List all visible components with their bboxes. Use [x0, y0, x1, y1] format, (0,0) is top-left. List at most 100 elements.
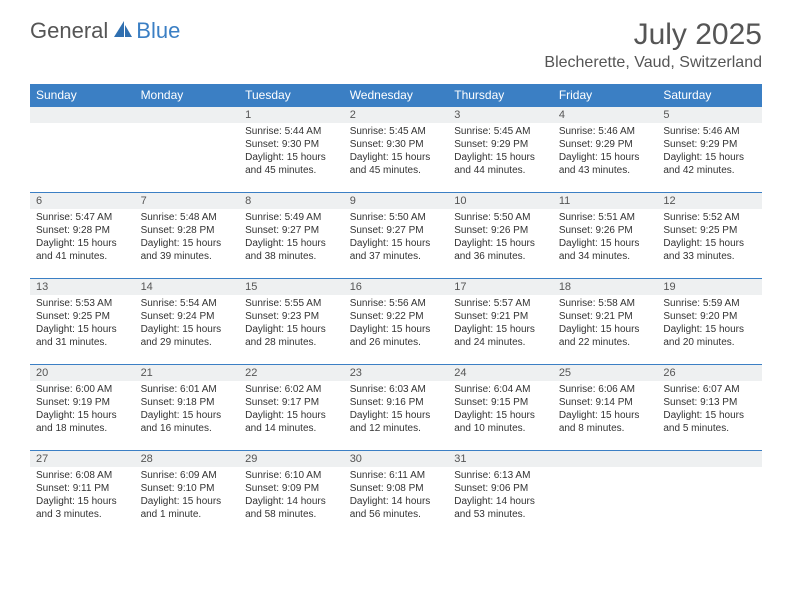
- calendar-cell: 5Sunrise: 5:46 AMSunset: 9:29 PMDaylight…: [657, 107, 762, 193]
- daylight-line: Daylight: 15 hours and 5 minutes.: [663, 409, 756, 435]
- calendar-cell: [657, 451, 762, 537]
- calendar-cell: [30, 107, 135, 193]
- daylight-line: Daylight: 15 hours and 45 minutes.: [245, 151, 338, 177]
- sunrise-line: Sunrise: 5:59 AM: [663, 297, 756, 310]
- sunrise-line: Sunrise: 6:04 AM: [454, 383, 547, 396]
- day-number: 22: [239, 365, 344, 381]
- day-number: 10: [448, 193, 553, 209]
- day-number: 2: [344, 107, 449, 123]
- day-details: Sunrise: 5:48 AMSunset: 9:28 PMDaylight:…: [135, 209, 240, 267]
- day-number: 1: [239, 107, 344, 123]
- day-header-friday: Friday: [553, 84, 658, 107]
- sunrise-line: Sunrise: 6:08 AM: [36, 469, 129, 482]
- sunrise-line: Sunrise: 6:03 AM: [350, 383, 443, 396]
- day-details: Sunrise: 5:50 AMSunset: 9:27 PMDaylight:…: [344, 209, 449, 267]
- daylight-line: Daylight: 15 hours and 45 minutes.: [350, 151, 443, 177]
- sunset-line: Sunset: 9:28 PM: [141, 224, 234, 237]
- daylight-line: Daylight: 15 hours and 38 minutes.: [245, 237, 338, 263]
- day-number: 16: [344, 279, 449, 295]
- sunset-line: Sunset: 9:22 PM: [350, 310, 443, 323]
- day-details: Sunrise: 6:07 AMSunset: 9:13 PMDaylight:…: [657, 381, 762, 439]
- daylight-line: Daylight: 15 hours and 42 minutes.: [663, 151, 756, 177]
- sunset-line: Sunset: 9:23 PM: [245, 310, 338, 323]
- sunrise-line: Sunrise: 5:45 AM: [454, 125, 547, 138]
- day-details: Sunrise: 5:51 AMSunset: 9:26 PMDaylight:…: [553, 209, 658, 267]
- day-details: Sunrise: 5:58 AMSunset: 9:21 PMDaylight:…: [553, 295, 658, 353]
- day-details: Sunrise: 6:11 AMSunset: 9:08 PMDaylight:…: [344, 467, 449, 525]
- day-number: [135, 107, 240, 123]
- sunset-line: Sunset: 9:27 PM: [245, 224, 338, 237]
- header: General Blue July 2025 Blecherette, Vaud…: [0, 0, 792, 78]
- day-details: Sunrise: 6:06 AMSunset: 9:14 PMDaylight:…: [553, 381, 658, 439]
- day-number: 30: [344, 451, 449, 467]
- month-title: July 2025: [544, 18, 762, 52]
- day-number: 18: [553, 279, 658, 295]
- calendar-cell: 30Sunrise: 6:11 AMSunset: 9:08 PMDayligh…: [344, 451, 449, 537]
- sunrise-line: Sunrise: 5:47 AM: [36, 211, 129, 224]
- sunrise-line: Sunrise: 6:02 AM: [245, 383, 338, 396]
- sunrise-line: Sunrise: 6:07 AM: [663, 383, 756, 396]
- sunrise-line: Sunrise: 6:09 AM: [141, 469, 234, 482]
- day-details: Sunrise: 5:52 AMSunset: 9:25 PMDaylight:…: [657, 209, 762, 267]
- daylight-line: Daylight: 14 hours and 58 minutes.: [245, 495, 338, 521]
- calendar-cell: 29Sunrise: 6:10 AMSunset: 9:09 PMDayligh…: [239, 451, 344, 537]
- sunset-line: Sunset: 9:26 PM: [559, 224, 652, 237]
- week-row: 1Sunrise: 5:44 AMSunset: 9:30 PMDaylight…: [30, 107, 762, 193]
- daylight-line: Daylight: 15 hours and 29 minutes.: [141, 323, 234, 349]
- day-number: 25: [553, 365, 658, 381]
- calendar-cell: 4Sunrise: 5:46 AMSunset: 9:29 PMDaylight…: [553, 107, 658, 193]
- logo: General Blue: [30, 18, 180, 44]
- title-block: July 2025 Blecherette, Vaud, Switzerland: [544, 18, 762, 72]
- calendar-cell: 11Sunrise: 5:51 AMSunset: 9:26 PMDayligh…: [553, 193, 658, 279]
- daylight-line: Daylight: 15 hours and 41 minutes.: [36, 237, 129, 263]
- calendar-cell: 22Sunrise: 6:02 AMSunset: 9:17 PMDayligh…: [239, 365, 344, 451]
- calendar-cell: 20Sunrise: 6:00 AMSunset: 9:19 PMDayligh…: [30, 365, 135, 451]
- calendar-cell: 31Sunrise: 6:13 AMSunset: 9:06 PMDayligh…: [448, 451, 553, 537]
- sunset-line: Sunset: 9:29 PM: [559, 138, 652, 151]
- day-header-row: SundayMondayTuesdayWednesdayThursdayFrid…: [30, 84, 762, 107]
- daylight-line: Daylight: 14 hours and 53 minutes.: [454, 495, 547, 521]
- day-number: 20: [30, 365, 135, 381]
- daylight-line: Daylight: 15 hours and 8 minutes.: [559, 409, 652, 435]
- sunrise-line: Sunrise: 6:01 AM: [141, 383, 234, 396]
- day-header-tuesday: Tuesday: [239, 84, 344, 107]
- calendar-cell: 16Sunrise: 5:56 AMSunset: 9:22 PMDayligh…: [344, 279, 449, 365]
- day-header-sunday: Sunday: [30, 84, 135, 107]
- sunrise-line: Sunrise: 6:06 AM: [559, 383, 652, 396]
- sunset-line: Sunset: 9:21 PM: [454, 310, 547, 323]
- sunset-line: Sunset: 9:11 PM: [36, 482, 129, 495]
- calendar-cell: 17Sunrise: 5:57 AMSunset: 9:21 PMDayligh…: [448, 279, 553, 365]
- sunset-line: Sunset: 9:13 PM: [663, 396, 756, 409]
- calendar-cell: 10Sunrise: 5:50 AMSunset: 9:26 PMDayligh…: [448, 193, 553, 279]
- daylight-line: Daylight: 15 hours and 37 minutes.: [350, 237, 443, 263]
- day-number: 3: [448, 107, 553, 123]
- daylight-line: Daylight: 15 hours and 43 minutes.: [559, 151, 652, 177]
- day-details: Sunrise: 5:57 AMSunset: 9:21 PMDaylight:…: [448, 295, 553, 353]
- calendar-cell: 13Sunrise: 5:53 AMSunset: 9:25 PMDayligh…: [30, 279, 135, 365]
- day-number: 19: [657, 279, 762, 295]
- day-details: Sunrise: 5:47 AMSunset: 9:28 PMDaylight:…: [30, 209, 135, 267]
- day-number: 15: [239, 279, 344, 295]
- sunset-line: Sunset: 9:30 PM: [245, 138, 338, 151]
- sunset-line: Sunset: 9:06 PM: [454, 482, 547, 495]
- daylight-line: Daylight: 15 hours and 22 minutes.: [559, 323, 652, 349]
- sunrise-line: Sunrise: 5:54 AM: [141, 297, 234, 310]
- logo-text-blue: Blue: [136, 18, 180, 44]
- sunset-line: Sunset: 9:29 PM: [663, 138, 756, 151]
- calendar-cell: 26Sunrise: 6:07 AMSunset: 9:13 PMDayligh…: [657, 365, 762, 451]
- sunset-line: Sunset: 9:28 PM: [36, 224, 129, 237]
- day-details: Sunrise: 5:46 AMSunset: 9:29 PMDaylight:…: [553, 123, 658, 181]
- calendar-cell: 3Sunrise: 5:45 AMSunset: 9:29 PMDaylight…: [448, 107, 553, 193]
- sunrise-line: Sunrise: 5:52 AM: [663, 211, 756, 224]
- sunset-line: Sunset: 9:20 PM: [663, 310, 756, 323]
- day-number: 17: [448, 279, 553, 295]
- calendar-cell: 15Sunrise: 5:55 AMSunset: 9:23 PMDayligh…: [239, 279, 344, 365]
- calendar-cell: 12Sunrise: 5:52 AMSunset: 9:25 PMDayligh…: [657, 193, 762, 279]
- daylight-line: Daylight: 15 hours and 14 minutes.: [245, 409, 338, 435]
- daylight-line: Daylight: 15 hours and 33 minutes.: [663, 237, 756, 263]
- sunset-line: Sunset: 9:08 PM: [350, 482, 443, 495]
- day-number: 28: [135, 451, 240, 467]
- day-number: 4: [553, 107, 658, 123]
- day-details: Sunrise: 6:10 AMSunset: 9:09 PMDaylight:…: [239, 467, 344, 525]
- day-details: Sunrise: 6:09 AMSunset: 9:10 PMDaylight:…: [135, 467, 240, 525]
